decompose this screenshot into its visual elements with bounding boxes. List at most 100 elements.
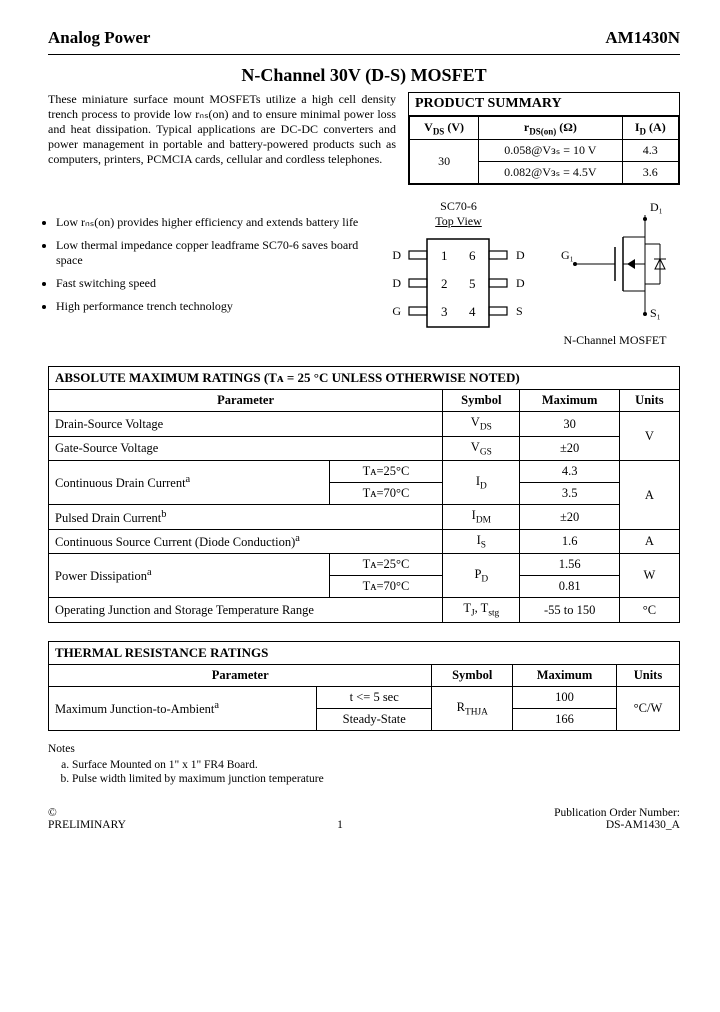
notes-title: Notes [48,743,680,755]
svg-text:D: D [392,248,401,262]
table-cell: W [619,554,679,598]
summary-i0: 4.3 [622,140,678,162]
package-diagram: SC70-6 Top View D D G D D S 1 [371,199,546,343]
table-cell: VGS [443,436,520,461]
table-cell: Steady-State [317,708,432,730]
table-cell: 166 [513,708,617,730]
header-right: AM1430N [605,28,680,48]
table-cell: -55 to 150 [520,598,619,623]
thermal-table: THERMAL RESISTANCE RATINGS Parameter Sym… [48,641,680,731]
doc-status: PRELIMINARY [48,819,126,831]
product-summary: PRODUCT SUMMARY VDS (V) rDS(on) (Ω) ID (… [408,92,680,185]
th-h-units: Units [616,664,679,686]
summary-h-vds: VDS (V) [410,117,479,140]
feature-item: Fast switching speed [56,276,367,291]
svg-text:S: S [516,304,523,318]
page-number: 1 [337,819,343,831]
table-cell: Operating Junction and Storage Temperatu… [49,598,443,623]
svg-text:G₁: G₁ [561,248,574,262]
table-cell: Gate-Source Voltage [49,436,443,461]
table-cell: Continuous Drain Currenta [49,461,330,505]
table-cell: IDM [443,505,520,530]
table-cell: V [619,412,679,461]
intro-row: These miniature surface mount MOSFETs ut… [48,92,680,185]
features-row: Low rₙₛ(on) provides higher efficiency a… [48,199,680,348]
page: Analog Power AM1430N N-Channel 30V (D-S)… [0,0,720,851]
svg-text:5: 5 [469,276,476,291]
table-cell: 100 [513,686,617,708]
feature-item: Low thermal impedance copper leadframe S… [56,238,367,268]
svg-text:D₁: D₁ [650,200,663,214]
table-cell: 4.3 [520,461,619,483]
table-cell: PD [443,554,520,598]
page-title: N-Channel 30V (D-S) MOSFET [48,65,680,86]
svg-text:1: 1 [441,248,448,263]
summary-vds: 30 [410,140,479,184]
table-cell: 30 [520,412,619,437]
feature-list: Low rₙₛ(on) provides higher efficiency a… [48,211,367,322]
summary-title: PRODUCT SUMMARY [409,93,679,116]
summary-table: VDS (V) rDS(on) (Ω) ID (A) 30 0.058@Vᴈₛ … [409,116,679,184]
summary-h-rds: rDS(on) (Ω) [479,117,622,140]
table-cell: Maximum Junction-to-Ambienta [49,686,317,730]
feature-item: Low rₙₛ(on) provides higher efficiency a… [56,215,367,230]
notes: Notes Surface Mounted on 1" x 1" FR4 Boa… [48,743,680,785]
table-cell: IS [443,529,520,554]
thermal-title: THERMAL RESISTANCE RATINGS [48,641,680,664]
svg-text:D: D [516,276,525,290]
table-cell: °C [619,598,679,623]
abs-max-table: ABSOLUTE MAXIMUM RATINGS (Tᴀ = 25 °C UNL… [48,366,680,623]
summary-r1: 0.082@Vᴈₛ = 4.5V [479,162,622,184]
svg-text:6: 6 [469,248,476,263]
svg-text:D: D [392,276,401,290]
header-rule [48,54,680,55]
table-cell: TJ, Tstg [443,598,520,623]
feature-item: High performance trench technology [56,299,367,314]
svg-text:S₁: S₁ [650,306,661,320]
pkg-label1: SC70-6 [371,199,546,214]
svg-text:3: 3 [441,304,448,319]
table-cell: ID [443,461,520,505]
abs-h-units: Units [619,390,679,412]
table-cell: Tᴀ=25°C [329,554,442,576]
abs-h-symbol: Symbol [443,390,520,412]
table-cell: A [619,461,679,530]
table-cell: Tᴀ=70°C [329,483,442,505]
header-left: Analog Power [48,28,150,48]
svg-text:G: G [392,304,401,318]
pub-number: DS-AM1430_A [554,819,680,831]
abs-h-max: Maximum [520,390,619,412]
footer-right: Publication Order Number: DS-AM1430_A [554,807,680,831]
table-cell: 3.5 [520,483,619,505]
page-header: Analog Power AM1430N [48,28,680,48]
table-cell: 1.6 [520,529,619,554]
table-cell: ±20 [520,505,619,530]
table-cell: VDS [443,412,520,437]
table-cell: Power Dissipationa [49,554,330,598]
table-cell: °C/W [616,686,679,730]
abs-h-param: Parameter [49,390,443,412]
footer: © PRELIMINARY 1 Publication Order Number… [48,807,680,831]
table-cell: Drain-Source Voltage [49,412,443,437]
table-cell: A [619,529,679,554]
th-h-max: Maximum [513,664,617,686]
table-cell: Continuous Source Current (Diode Conduct… [49,529,443,554]
table-cell: ±20 [520,436,619,461]
abs-max-title: ABSOLUTE MAXIMUM RATINGS (Tᴀ = 25 °C UNL… [48,366,680,389]
table-cell: t <= 5 sec [317,686,432,708]
svg-text:4: 4 [469,304,476,319]
note-item: Pulse width limited by maximum junction … [72,773,680,785]
mosfet-symbol: D₁ G₁ S₁ [550,199,680,348]
summary-r0: 0.058@Vᴈₛ = 10 V [479,140,622,162]
pkg-label2: Top View [371,214,546,229]
th-h-symbol: Symbol [432,664,513,686]
symbol-caption: N-Channel MOSFET [550,333,680,348]
th-h-param: Parameter [49,664,432,686]
table-cell: 1.56 [520,554,619,576]
svg-text:2: 2 [441,276,448,291]
summary-i1: 3.6 [622,162,678,184]
symbol-svg: D₁ G₁ S₁ [555,199,675,329]
footer-left: © PRELIMINARY [48,807,126,831]
note-item: Surface Mounted on 1" x 1" FR4 Board. [72,759,680,771]
svg-text:D: D [516,248,525,262]
